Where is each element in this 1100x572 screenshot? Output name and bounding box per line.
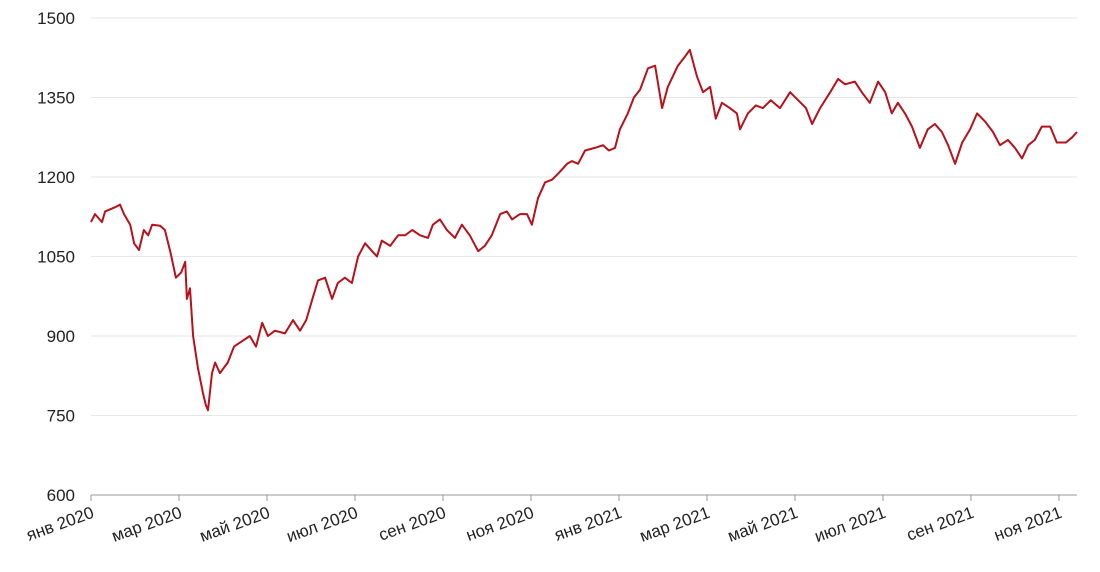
- x-tick-label: июл 2020: [284, 503, 360, 546]
- y-tick-label: 1350: [37, 89, 75, 108]
- price-line: [90, 48, 1078, 412]
- y-tick-label: 600: [47, 486, 75, 505]
- x-tick-label: май 2021: [725, 503, 800, 546]
- x-tick-label: янв 2020: [24, 503, 96, 545]
- x-tick-label: ноя 2021: [991, 503, 1064, 545]
- y-tick-label: 1500: [37, 9, 75, 28]
- x-tick-label: сен 2020: [376, 503, 448, 545]
- x-tick-label: июл 2021: [812, 503, 888, 546]
- x-tick-label: май 2020: [197, 503, 272, 546]
- y-tick-label: 750: [47, 407, 75, 426]
- x-tick-label: янв 2021: [552, 503, 624, 545]
- y-tick-label: 1050: [37, 248, 75, 267]
- x-tick-label: мар 2021: [637, 503, 712, 546]
- x-tick-label: сен 2021: [904, 503, 976, 545]
- y-tick-label: 1200: [37, 168, 75, 187]
- x-tick-label: мар 2020: [109, 503, 184, 546]
- x-tick-label: ноя 2020: [464, 503, 537, 545]
- y-tick-label: 900: [47, 327, 75, 346]
